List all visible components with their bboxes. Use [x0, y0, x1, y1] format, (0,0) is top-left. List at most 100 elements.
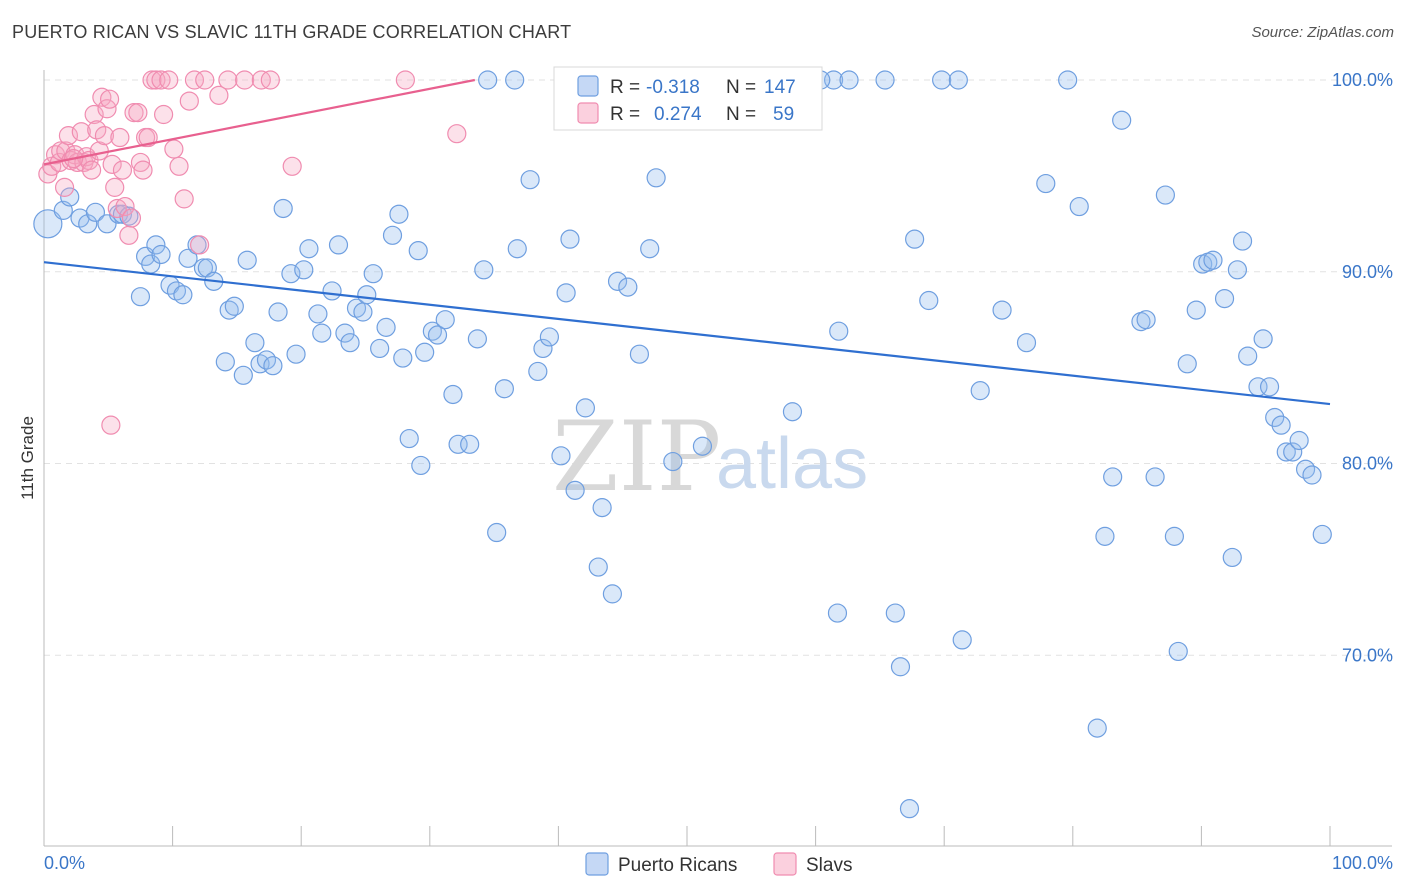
point-puerto-ricans	[393, 348, 413, 368]
y-axis-label: 11th Grade	[18, 416, 37, 500]
y-tick-label: 70.0%	[1342, 645, 1393, 665]
point-puerto-ricans	[494, 379, 514, 399]
legend-n-label: N =	[726, 104, 756, 125]
y-tick-label: 80.0%	[1342, 454, 1393, 474]
point-slavs	[107, 198, 127, 219]
point-puerto-ricans	[588, 557, 608, 577]
point-puerto-ricans	[281, 264, 301, 284]
point-puerto-ricans	[919, 290, 939, 311]
point-slavs	[87, 120, 107, 140]
point-puerto-ricans	[1155, 185, 1175, 205]
point-slavs	[81, 160, 102, 180]
point-slavs	[128, 102, 148, 123]
point-puerto-ricans	[448, 434, 468, 454]
point-puerto-ricans	[560, 229, 580, 249]
point-slavs	[102, 154, 122, 174]
point-slavs	[99, 89, 120, 109]
point-puerto-ricans	[1058, 70, 1078, 90]
point-slavs	[447, 124, 467, 144]
y-tick-label: 100.0%	[1332, 70, 1393, 90]
legend-swatch-blue	[577, 75, 599, 97]
point-slavs	[260, 70, 280, 90]
tick-labels: 100.0% 90.0% 80.0% 70.0% 0.0% 100.0%	[44, 70, 1393, 873]
point-puerto-ricans	[467, 329, 487, 349]
point-slavs	[282, 156, 302, 176]
point-slavs	[174, 189, 194, 209]
point-puerto-ricans	[78, 214, 98, 234]
point-slavs	[209, 85, 229, 105]
point-puerto-ricans	[899, 799, 920, 819]
point-puerto-ricans	[1302, 465, 1322, 485]
point-puerto-ricans	[1186, 300, 1206, 320]
point-puerto-ricans	[1271, 415, 1291, 435]
point-puerto-ricans	[885, 603, 905, 623]
point-slavs	[133, 160, 153, 180]
point-puerto-ricans	[692, 436, 713, 456]
point-puerto-ricans	[474, 260, 494, 280]
series-slavs	[38, 70, 467, 435]
point-puerto-ricans	[389, 204, 409, 224]
point-slavs	[195, 70, 215, 90]
point-slavs	[110, 127, 130, 148]
watermark-atlas: atlas	[716, 424, 868, 504]
point-puerto-ricans	[839, 70, 859, 90]
point-slavs	[159, 70, 179, 90]
point-puerto-ricans	[219, 300, 239, 320]
point-puerto-ricans	[1227, 260, 1248, 280]
point-puerto-ricans	[60, 187, 80, 207]
point-puerto-ricans	[1095, 526, 1115, 546]
point-puerto-ricans	[286, 344, 306, 364]
point-puerto-ricans	[827, 603, 848, 623]
x-tick-label: 0.0%	[44, 853, 85, 873]
point-puerto-ricans	[875, 70, 895, 90]
point-puerto-ricans	[382, 225, 403, 245]
point-puerto-ricans	[952, 630, 972, 650]
point-puerto-ricans	[520, 170, 540, 190]
trend-line-slavs	[43, 78, 476, 166]
point-puerto-ricans	[328, 235, 349, 255]
point-slavs	[112, 160, 133, 180]
point-puerto-ricans	[970, 381, 990, 401]
point-puerto-ricans	[151, 244, 171, 265]
point-puerto-ricans	[233, 365, 253, 385]
point-slavs	[94, 126, 115, 146]
point-slavs	[164, 139, 184, 159]
point-puerto-ricans	[905, 229, 925, 249]
point-puerto-ricans	[1168, 641, 1188, 662]
point-slavs	[54, 177, 75, 197]
legend-r-value: 0.274	[654, 104, 702, 125]
bottom-legend-swatch-blue	[585, 852, 609, 876]
point-puerto-ricans	[575, 398, 596, 418]
y-tick-label: 90.0%	[1342, 262, 1393, 282]
axes	[43, 70, 1392, 847]
point-slavs	[235, 70, 255, 90]
point-puerto-ricans	[130, 287, 151, 307]
point-puerto-ricans	[1238, 346, 1258, 366]
point-puerto-ricans	[273, 198, 293, 219]
point-puerto-ricans	[551, 446, 571, 466]
point-slavs	[115, 196, 135, 217]
point-puerto-ricans	[592, 498, 612, 518]
point-puerto-ricans	[357, 285, 377, 305]
point-puerto-ricans	[539, 327, 559, 347]
point-puerto-ricans	[1265, 407, 1285, 428]
chart-source: Source: ZipAtlas.com	[1251, 24, 1394, 41]
point-puerto-ricans	[173, 285, 193, 305]
legend-swatch-pink	[577, 102, 599, 124]
point-puerto-ricans	[607, 271, 628, 291]
point-puerto-ricans	[1016, 333, 1037, 353]
point-puerto-ricans	[948, 70, 968, 90]
point-puerto-ricans	[890, 657, 911, 677]
point-puerto-ricans	[646, 168, 666, 188]
point-puerto-ricans	[245, 333, 265, 353]
point-puerto-ricans	[340, 333, 360, 353]
point-puerto-ricans	[322, 281, 342, 301]
series-legend: Puerto Ricans Slavs	[585, 852, 852, 876]
point-puerto-ricans	[1112, 110, 1132, 130]
trend-lines	[43, 78, 1331, 406]
point-puerto-ricans	[237, 250, 257, 270]
point-slavs	[58, 126, 79, 146]
stats-legend: R = -0.318 N = 147 R = 0.274 N = 59	[553, 66, 823, 131]
point-puerto-ricans	[299, 239, 319, 259]
point-puerto-ricans	[533, 338, 553, 359]
